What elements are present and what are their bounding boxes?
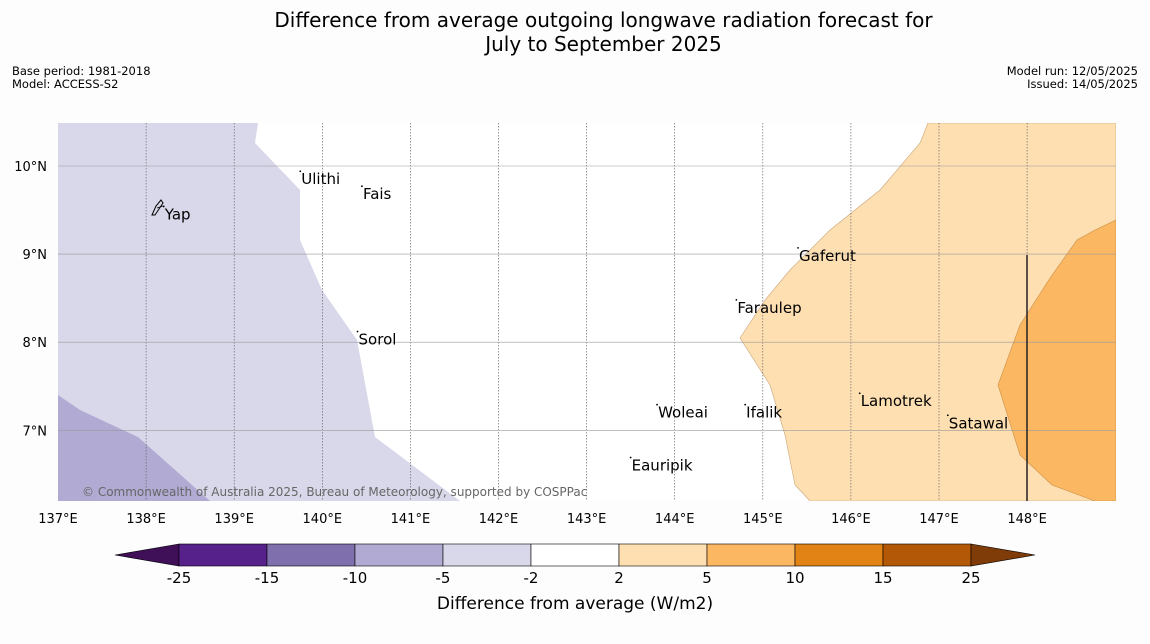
copyright-notice: © Commonwealth of Australia 2025, Bureau… (82, 485, 587, 499)
model-name: Model: ACCESS-S2 (12, 77, 119, 91)
yap-island-icon (151, 199, 164, 216)
place-dot (735, 298, 738, 301)
colorbar-tick-label: 10 (785, 569, 804, 587)
lon-tick-labels: 137°E 138°E 139°E 140°E 141°E 142°E 143°E 144°E… (38, 512, 1047, 527)
colorbar-tick-label: 5 (702, 569, 712, 587)
place-label: Yap (164, 205, 191, 223)
place-label: Gaferut (799, 247, 856, 265)
colorbar-tick-label: -5 (436, 569, 451, 587)
colorbar-segment (442, 543, 532, 567)
map: Ulithi Fais Yap Gaferut Faraulep Sorol Lamotre… (14, 123, 1116, 527)
place-dot (629, 456, 632, 459)
colorbar-segment (530, 543, 620, 567)
colorbar-segment (794, 543, 884, 567)
lon-tick-label: 142°E (479, 512, 519, 527)
colorbar-segment (618, 543, 708, 567)
place-dot (858, 392, 861, 395)
colorbar-tick-label: -2 (524, 569, 539, 587)
colorbar-segment (882, 543, 972, 567)
region-m5-m2 (58, 123, 460, 501)
colorbar-label: Difference from average (W/m2) (436, 594, 714, 614)
place-dot (797, 246, 799, 249)
colorbar-tick-label: -25 (167, 569, 192, 587)
lon-tick-label: 141°E (391, 512, 431, 527)
lat-tick-label: 7°N (23, 424, 48, 439)
place-markers: Ulithi Fais Yap Gaferut Faraulep Sorol Lamotre… (162, 170, 1008, 475)
place-label: Ifalik (746, 404, 782, 422)
place-dot (162, 205, 165, 208)
lon-tick-label: 139°E (214, 512, 254, 527)
colorbar-segment (706, 543, 796, 567)
issued-date: Issued: 14/05/2025 (1027, 77, 1138, 91)
model-run: Model run: 12/05/2025 (1006, 64, 1138, 78)
lon-tick-label: 143°E (567, 512, 607, 527)
place-dot (656, 403, 658, 406)
colorbar-segment (266, 543, 356, 567)
chart-title: Difference from average outgoing longwav… (0, 8, 1150, 56)
place-dot (946, 414, 949, 417)
place-label: Faraulep (737, 299, 801, 317)
place-label: Ulithi (301, 170, 340, 188)
place-label: Satawal (949, 414, 1008, 432)
title-line-2: July to September 2025 (485, 32, 722, 56)
place-label: Eauripik (632, 457, 693, 475)
region-m10-m5 (58, 395, 210, 501)
lon-tick-label: 148°E (1007, 512, 1047, 527)
lon-tick-label: 145°E (743, 512, 783, 527)
place-dot (744, 403, 747, 406)
place-label: Lamotrek (861, 392, 932, 410)
colorbar-max-arrow (970, 543, 1036, 567)
lat-tick-label: 10°N (14, 160, 47, 175)
place-dot (361, 185, 363, 188)
colorbar-tick-label: 2 (614, 569, 624, 587)
lat-tick-label: 9°N (23, 248, 48, 263)
lon-tick-label: 137°E (38, 512, 78, 527)
colorbar-min-arrow (114, 543, 180, 567)
place-dot (356, 330, 359, 333)
meta-left: Base period: 1981-2018 Model: ACCESS-S2 (12, 65, 151, 91)
title-line-1: Difference from average outgoing longwav… (274, 8, 933, 32)
place-label: Woleai (658, 404, 708, 422)
base-period: Base period: 1981-2018 (12, 64, 151, 78)
meta-right: Model run: 12/05/2025 Issued: 14/05/2025 (1007, 65, 1138, 91)
place-dot (299, 170, 302, 173)
lon-tick-label: 144°E (655, 512, 695, 527)
lat-tick-label: 8°N (23, 336, 48, 351)
colorbar-tick-label: -15 (255, 569, 280, 587)
lon-tick-label: 140°E (303, 512, 343, 527)
colorbar-segment (178, 543, 268, 567)
lon-tick-label: 147°E (919, 512, 959, 527)
colorbar-tick-label: -10 (343, 569, 368, 587)
colorbar-tick-label: 15 (873, 569, 892, 587)
colorbar-tick-label: 25 (961, 569, 980, 587)
place-label: Fais (363, 185, 392, 203)
place-label: Sorol (359, 331, 397, 349)
lon-tick-label: 138°E (126, 512, 166, 527)
lon-tick-label: 146°E (831, 512, 871, 527)
colorbar-segment (354, 543, 444, 567)
lat-tick-labels: 10°N 9°N 8°N 7°N (14, 160, 47, 439)
